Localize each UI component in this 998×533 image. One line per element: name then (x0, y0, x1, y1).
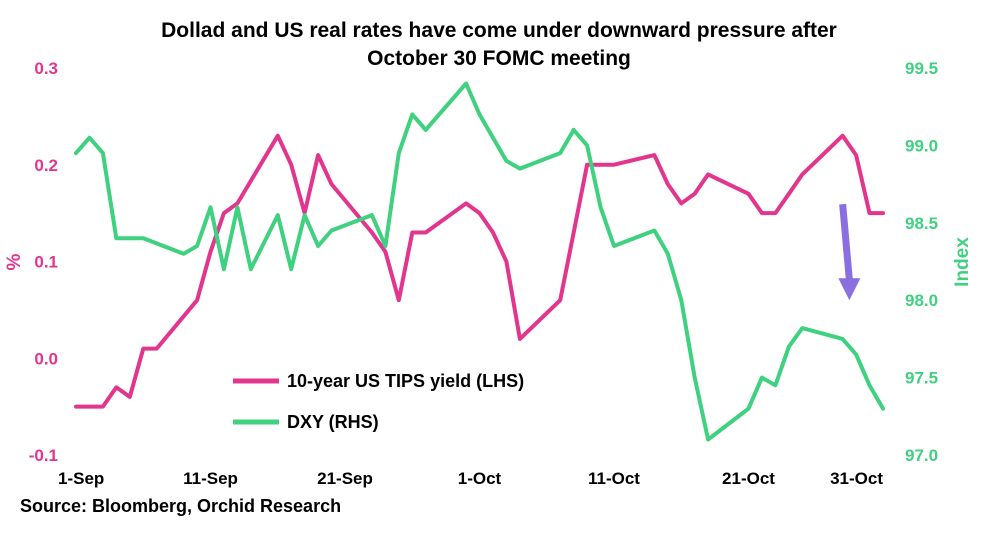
legend: 10-year US TIPS yield (LHS) DXY (RHS) (233, 371, 524, 432)
y-right-tick-label: 99.5 (905, 59, 938, 78)
arrow-head (838, 278, 861, 301)
y-left-tick-label: 0.2 (34, 156, 58, 175)
source-note: Source: Bloomberg, Orchid Research (20, 496, 341, 516)
y-right-tick-label: 97.0 (905, 446, 938, 465)
y-left-axis-ticks: -0.1 0.0 0.1 0.2 0.3 (29, 59, 58, 465)
x-tick-label: 1-Sep (58, 469, 104, 488)
legend-label-dxy: DXY (RHS) (287, 412, 379, 432)
y-left-tick-label: 0.3 (34, 59, 58, 78)
series-line-tips-yield (74, 133, 885, 409)
y-right-tick-label: 98.5 (905, 214, 938, 233)
y-left-tick-label: 0.1 (34, 253, 58, 272)
x-tick-label: 11-Oct (588, 469, 640, 488)
x-tick-label: 31-Oct (830, 469, 883, 488)
x-tick-label: 11-Sep (183, 469, 238, 488)
y-left-tick-label: 0.0 (34, 349, 58, 368)
chart-title-line-1: Dollad and US real rates have come under… (161, 19, 837, 42)
chart-title-line-2: October 30 FOMC meeting (367, 47, 631, 70)
x-tick-label: 21-Sep (317, 469, 373, 488)
y-left-tick-label: -0.1 (29, 446, 58, 465)
y-right-axis-label: Index (952, 237, 973, 287)
y-right-tick-label: 98.0 (905, 291, 938, 310)
arrow-shaft (839, 203, 853, 281)
x-tick-label: 1-Oct (458, 469, 502, 488)
y-right-tick-label: 99.0 (905, 136, 938, 155)
series-layer (74, 81, 885, 442)
y-left-axis-label: % (4, 253, 25, 270)
y-right-axis-ticks: 97.0 97.5 98.0 98.5 99.0 99.5 (905, 59, 938, 465)
y-right-tick-label: 97.5 (905, 369, 938, 388)
x-axis-ticks: 1-Sep 11-Sep 21-Sep 1-Oct 11-Oct 21-Oct 31-Oct (58, 469, 883, 488)
x-tick-label: 21-Oct (722, 469, 775, 488)
annotation-arrow (838, 203, 861, 301)
legend-label-tips: 10-year US TIPS yield (LHS) (287, 371, 524, 391)
series-line-dxy (74, 81, 885, 442)
